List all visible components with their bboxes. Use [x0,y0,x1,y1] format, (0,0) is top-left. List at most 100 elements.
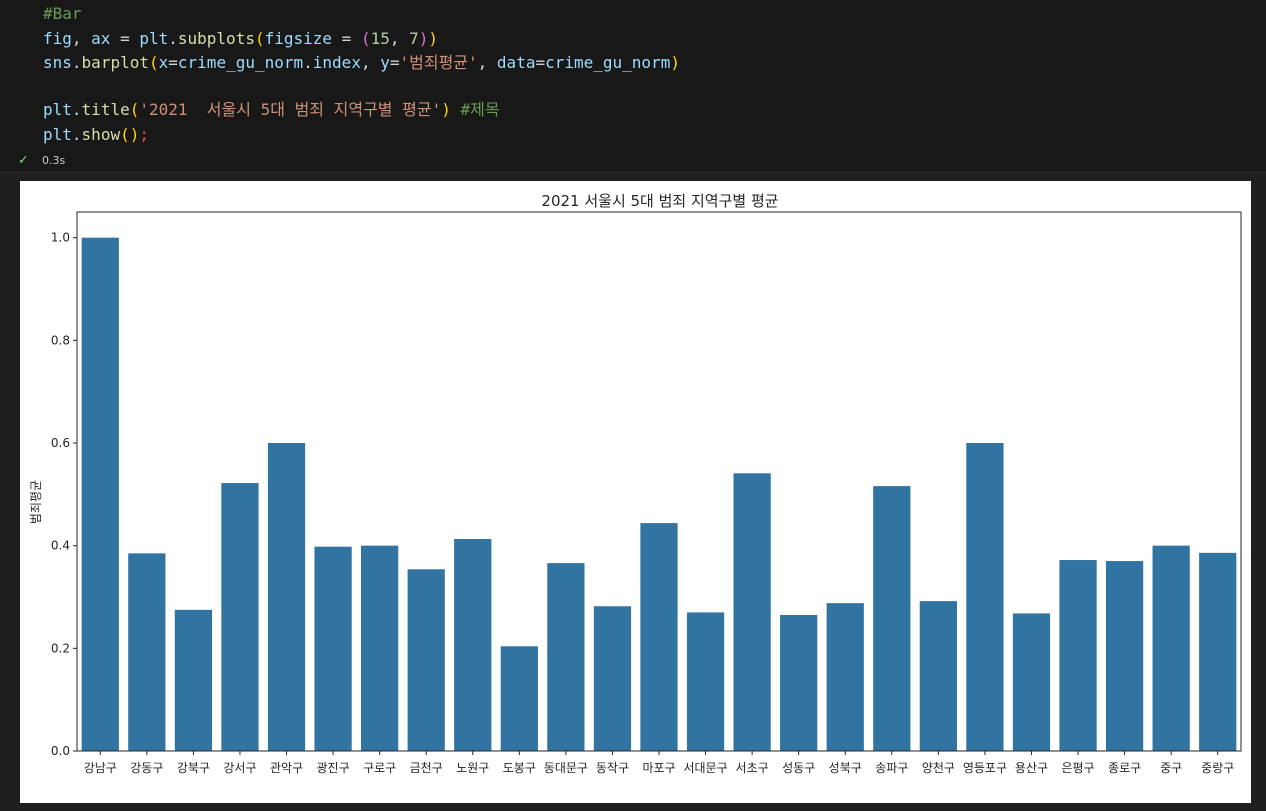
x-tick-label: 강동구 [130,761,163,775]
code-token: . [71,100,82,119]
code-token: . [71,125,82,144]
code-token: subplots [177,29,255,48]
code-token: show [81,125,121,144]
bar [407,569,445,751]
code-line[interactable]: plt.title('2021 서울시 5대 범죄 지역구별 평균') #제목 [43,98,500,122]
y-tick-label: 0.2 [51,641,70,655]
y-tick-label: 0.8 [51,333,70,347]
code-token: title [81,100,130,119]
bar [686,612,725,751]
bar [873,486,911,751]
code-token: barplot [81,53,149,72]
code-token [451,100,461,119]
code-token: plt [43,125,72,144]
code-token: ) [428,29,439,48]
code-token: = [389,53,400,72]
x-tick-label: 구로구 [363,761,396,775]
bar [361,545,399,751]
x-tick-label: 강서구 [223,761,256,775]
bar [919,601,957,751]
code-token: '범죄평균' [399,53,478,72]
bar-chart: 2021 서울시 5대 범죄 지역구별 평균 0.0 0.2 0.4 0.6 0.8 1.… [29,192,1242,775]
x-tick-label: 금천구 [410,760,443,775]
y-tick-label: 0.4 [51,539,70,553]
code-token: , [71,29,92,48]
y-tick-label: 1.0 [51,231,70,245]
code-line[interactable]: #Bar [43,2,82,26]
code-token: , [360,53,381,72]
code-token: = [168,53,178,72]
bar [1105,561,1144,751]
bar [500,646,538,751]
code-token: ; [139,125,149,144]
code-token: crime_gu_norm [545,53,671,72]
bar [640,523,678,751]
bar [81,237,119,751]
code-token: '2021 서울시 5대 범죄 지역구별 평균' [139,100,442,119]
code-token: ax [91,29,111,48]
code-token: data [496,53,536,72]
code-token: ( [120,125,130,144]
code-token: . [168,29,178,48]
code-token: , [389,29,410,48]
code-cell[interactable]: #Bar fig, ax = plt.subplots(figsize = (15… [0,0,1266,173]
code-line[interactable]: sns.barplot(x=crime_gu_norm.index, y='범죄… [43,51,680,75]
code-token: y [380,53,390,72]
bar [454,538,492,751]
code-token: 15 [370,29,390,48]
y-tick-label: 0.6 [51,436,70,450]
bar [1059,560,1097,751]
x-tick-label: 용산구 [1015,761,1048,775]
x-tick-label: 성동구 [782,761,815,775]
code-token: #Bar [43,4,82,23]
bar [547,563,585,751]
x-tick-label: 도봉구 [503,761,536,775]
code-token: #제목 [460,100,500,119]
bar [174,609,213,751]
code-token: ) [441,100,451,119]
code-token: ( [254,29,265,48]
x-tick-label: 중랑구 [1201,761,1234,775]
x-tick-label: 노원구 [456,761,489,775]
chart-title: 2021 서울시 5대 범죄 지역구별 평균 [541,192,778,210]
x-tick-label: 성북구 [829,761,862,775]
cell-output: 2021 서울시 5대 범죄 지역구별 평균 0.0 0.2 0.4 0.6 0.8 1.… [20,181,1251,803]
code-token: . [71,53,82,72]
y-axis-label: 범죄평균 [29,480,43,524]
x-tick-label: 동작구 [596,761,629,775]
bar [966,443,1004,751]
check-icon: ✓ [18,153,29,168]
x-tick-label: 서초구 [736,761,769,775]
bar [221,483,259,751]
x-tick-label: 종로구 [1108,761,1141,775]
bar [780,614,818,751]
x-tick-label: 서대문구 [683,761,727,775]
code-token: ( [360,29,371,48]
x-tick-label: 관악구 [270,761,303,775]
code-token: crime_gu_norm [177,53,304,72]
code-token: ) [418,29,429,48]
bar [1012,613,1051,751]
code-token: 7 [409,29,419,48]
code-line[interactable]: fig, ax = plt.subplots(figsize = (15, 7)… [43,27,438,51]
bar [267,443,306,751]
x-tick-label: 송파구 [875,761,908,775]
bar [314,546,352,751]
x-tick-label: 양천구 [922,760,955,775]
code-token: ) [129,125,140,144]
code-token: , [477,53,497,72]
code-token: = [332,29,361,48]
x-tick-label: 영등포구 [963,761,1007,775]
code-token: plt [43,100,72,119]
y-tick-label: 0.0 [51,744,70,758]
code-token: fig [43,29,72,48]
x-tick-label: 은평구 [1061,761,1094,775]
code-line[interactable]: plt.show(); [43,123,149,147]
code-token: = [535,53,546,72]
code-token: x [158,53,169,72]
bar [733,473,771,751]
code-token: . [303,53,313,72]
bar [1199,552,1237,751]
execution-time: 0.3s [42,154,66,167]
